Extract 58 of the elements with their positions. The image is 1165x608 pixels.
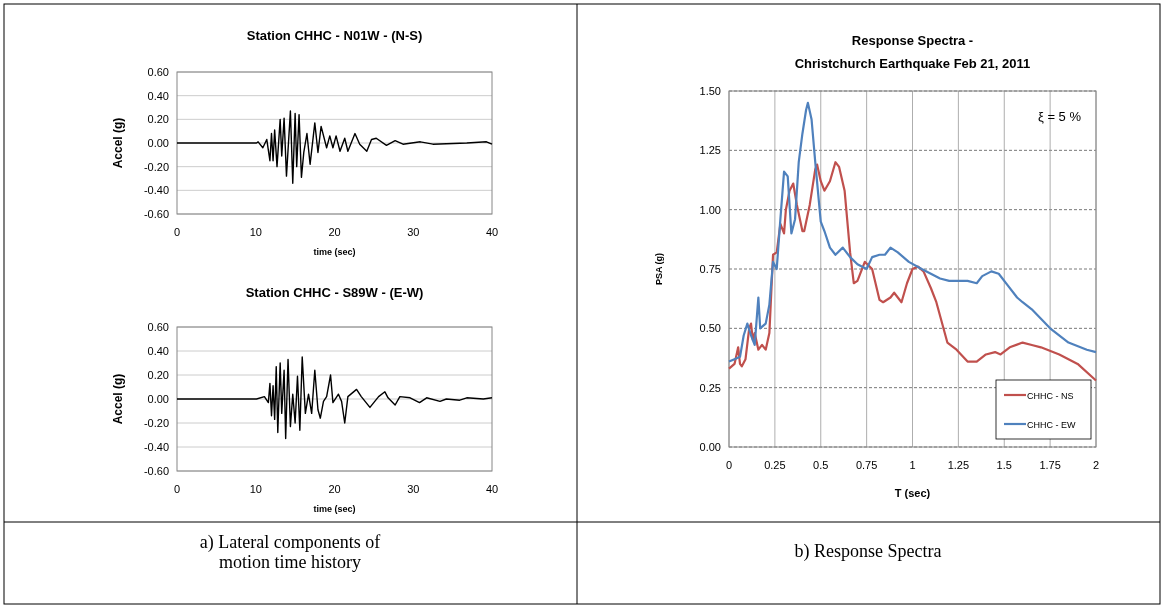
line-series <box>727 101 1098 363</box>
x-tick-label: 30 <box>407 483 420 495</box>
x-tick-label: 0 <box>725 459 733 471</box>
y-axis-title: Accel (g) <box>111 373 125 425</box>
x-tick-label: 20 <box>328 226 341 238</box>
x-tick-label: 0 <box>173 226 181 238</box>
x-tick-label: 1.5 <box>996 459 1012 471</box>
y-tick-label: 0.00 <box>699 441 721 453</box>
y-tick-label: 0.75 <box>699 263 721 275</box>
x-tick-label: 1 <box>909 459 916 471</box>
y-tick-label: 0.20 <box>147 369 169 381</box>
y-tick-label: -0.40 <box>143 184 169 197</box>
chart-title: Station CHHC - N01W - (N-S) <box>246 28 423 43</box>
y-axis-title: PSA (g) <box>654 252 664 286</box>
y-tick-label: 1.00 <box>699 203 721 216</box>
line-series <box>176 110 493 184</box>
y-tick-label: -0.60 <box>143 208 169 220</box>
x-tick-label: 1.25 <box>947 459 970 471</box>
legend-label: CHHC - NS <box>1027 391 1074 401</box>
x-tick-label: 20 <box>328 483 341 495</box>
y-tick-label: 0.25 <box>699 381 721 394</box>
y-tick-label: -0.40 <box>143 441 169 453</box>
y-tick-label: 0.40 <box>147 345 169 357</box>
y-tick-label: -0.60 <box>143 465 169 477</box>
y-tick-label: 0.60 <box>147 321 169 333</box>
y-tick-label: -0.20 <box>143 417 169 429</box>
y-tick-label: 0.20 <box>147 113 169 126</box>
y-tick-label: 1.25 <box>699 144 721 157</box>
x-tick-label: 10 <box>249 483 262 495</box>
text: b) Response Spectra <box>794 541 942 562</box>
x-tick-label: 10 <box>249 226 262 238</box>
x-tick-label: 0 <box>173 483 181 495</box>
x-tick-label: 0.5 <box>813 459 829 471</box>
y-axis-title: Accel (g) <box>111 117 125 169</box>
x-tick-label: 1.75 <box>1039 459 1061 471</box>
x-tick-label: 30 <box>407 226 420 238</box>
x-tick-label: 0.75 <box>855 459 878 471</box>
x-tick-label: 2 <box>1092 459 1100 471</box>
y-tick-label: 0.60 <box>147 66 169 78</box>
line-series <box>727 161 1098 382</box>
y-tick-label: 1.50 <box>699 85 721 97</box>
y-tick-label: 0.50 <box>699 322 721 335</box>
annotation: ξ = 5 % <box>1037 109 1082 124</box>
y-tick-label: 0.40 <box>147 89 169 102</box>
y-tick-label: 0.00 <box>147 393 169 405</box>
y-tick-label: -0.20 <box>143 160 169 173</box>
chart-title: Response Spectra - Christchurch Earthquake Feb 21, 2011 <box>794 33 1031 71</box>
line-series <box>176 356 493 440</box>
x-axis-title: time (sec) <box>313 504 356 514</box>
text: a) Lateral components of motion time history <box>199 532 381 572</box>
chart-title: Station CHHC - S89W - (E-W) <box>245 285 424 300</box>
x-axis-title: time (sec) <box>313 247 356 257</box>
y-tick-label: 0.00 <box>147 137 169 149</box>
x-tick-label: 40 <box>485 483 499 495</box>
x-tick-label: 40 <box>485 226 499 238</box>
legend-label: CHHC - EW <box>1027 420 1076 430</box>
x-axis-title: T (sec) <box>894 487 931 499</box>
x-tick-label: 0.25 <box>764 459 786 471</box>
